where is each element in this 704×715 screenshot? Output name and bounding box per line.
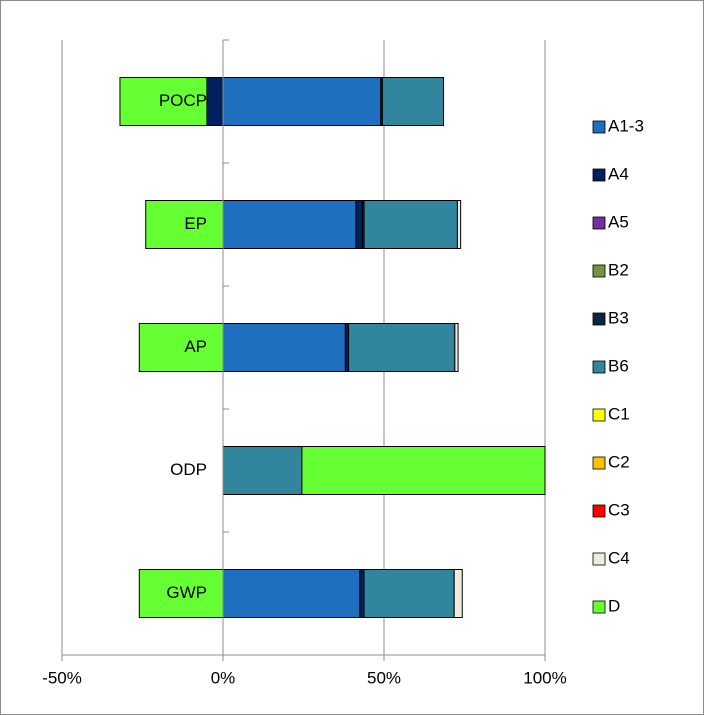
bar-segment (456, 200, 462, 249)
legend-label: C2 (608, 452, 630, 471)
bar-segment (363, 569, 455, 618)
bar-segment (363, 200, 458, 249)
legend-swatch (592, 408, 606, 422)
bar-segment (301, 446, 546, 495)
y-tick-label: ODP (170, 460, 207, 479)
legend-swatch (592, 504, 606, 518)
legend-swatch (592, 552, 606, 566)
bar-segment (138, 569, 224, 618)
legend-label: B2 (608, 260, 629, 279)
legend-swatch (592, 168, 606, 182)
legend-label: B6 (608, 356, 629, 375)
bar-segment (138, 323, 224, 372)
legend-swatch (592, 216, 606, 230)
legend-label: B3 (608, 308, 629, 327)
legend-swatch (592, 360, 606, 374)
y-tick-label: AP (184, 337, 207, 356)
x-tick-label: 0% (211, 668, 236, 687)
legend-label: A4 (608, 164, 629, 183)
y-tick-label: EP (184, 214, 207, 233)
bar-segment (222, 446, 303, 495)
bar-segment (454, 323, 459, 372)
legend-swatch (592, 312, 606, 326)
legend-label: D (608, 596, 620, 615)
legend-label: C4 (608, 548, 630, 567)
y-tick-label: POCP (159, 91, 207, 110)
x-tick-label: 100% (523, 668, 566, 687)
legend-swatch (592, 264, 606, 278)
legend-swatch (592, 456, 606, 470)
bar-segment (119, 77, 208, 126)
bar-segment (359, 569, 365, 618)
legend-label: A1-3 (608, 116, 644, 135)
bar-segment (222, 323, 346, 372)
bar-segment (222, 569, 361, 618)
bar-segment (222, 77, 382, 126)
y-tick-label: GWP (166, 583, 207, 602)
bar-segment (206, 77, 224, 126)
bar-segment (348, 323, 456, 372)
bar-segment (381, 77, 445, 126)
x-tick-label: -50% (42, 668, 82, 687)
legend-label: A5 (608, 212, 629, 231)
bar-segment (453, 569, 463, 618)
legend-swatch (592, 120, 606, 134)
legend-label: C1 (608, 404, 630, 423)
legend-swatch (592, 600, 606, 614)
bar-segment (355, 200, 363, 249)
bar-segment (145, 200, 224, 249)
x-tick-label: 50% (367, 668, 401, 687)
bar-segment (222, 200, 357, 249)
legend-label: C3 (608, 500, 630, 519)
